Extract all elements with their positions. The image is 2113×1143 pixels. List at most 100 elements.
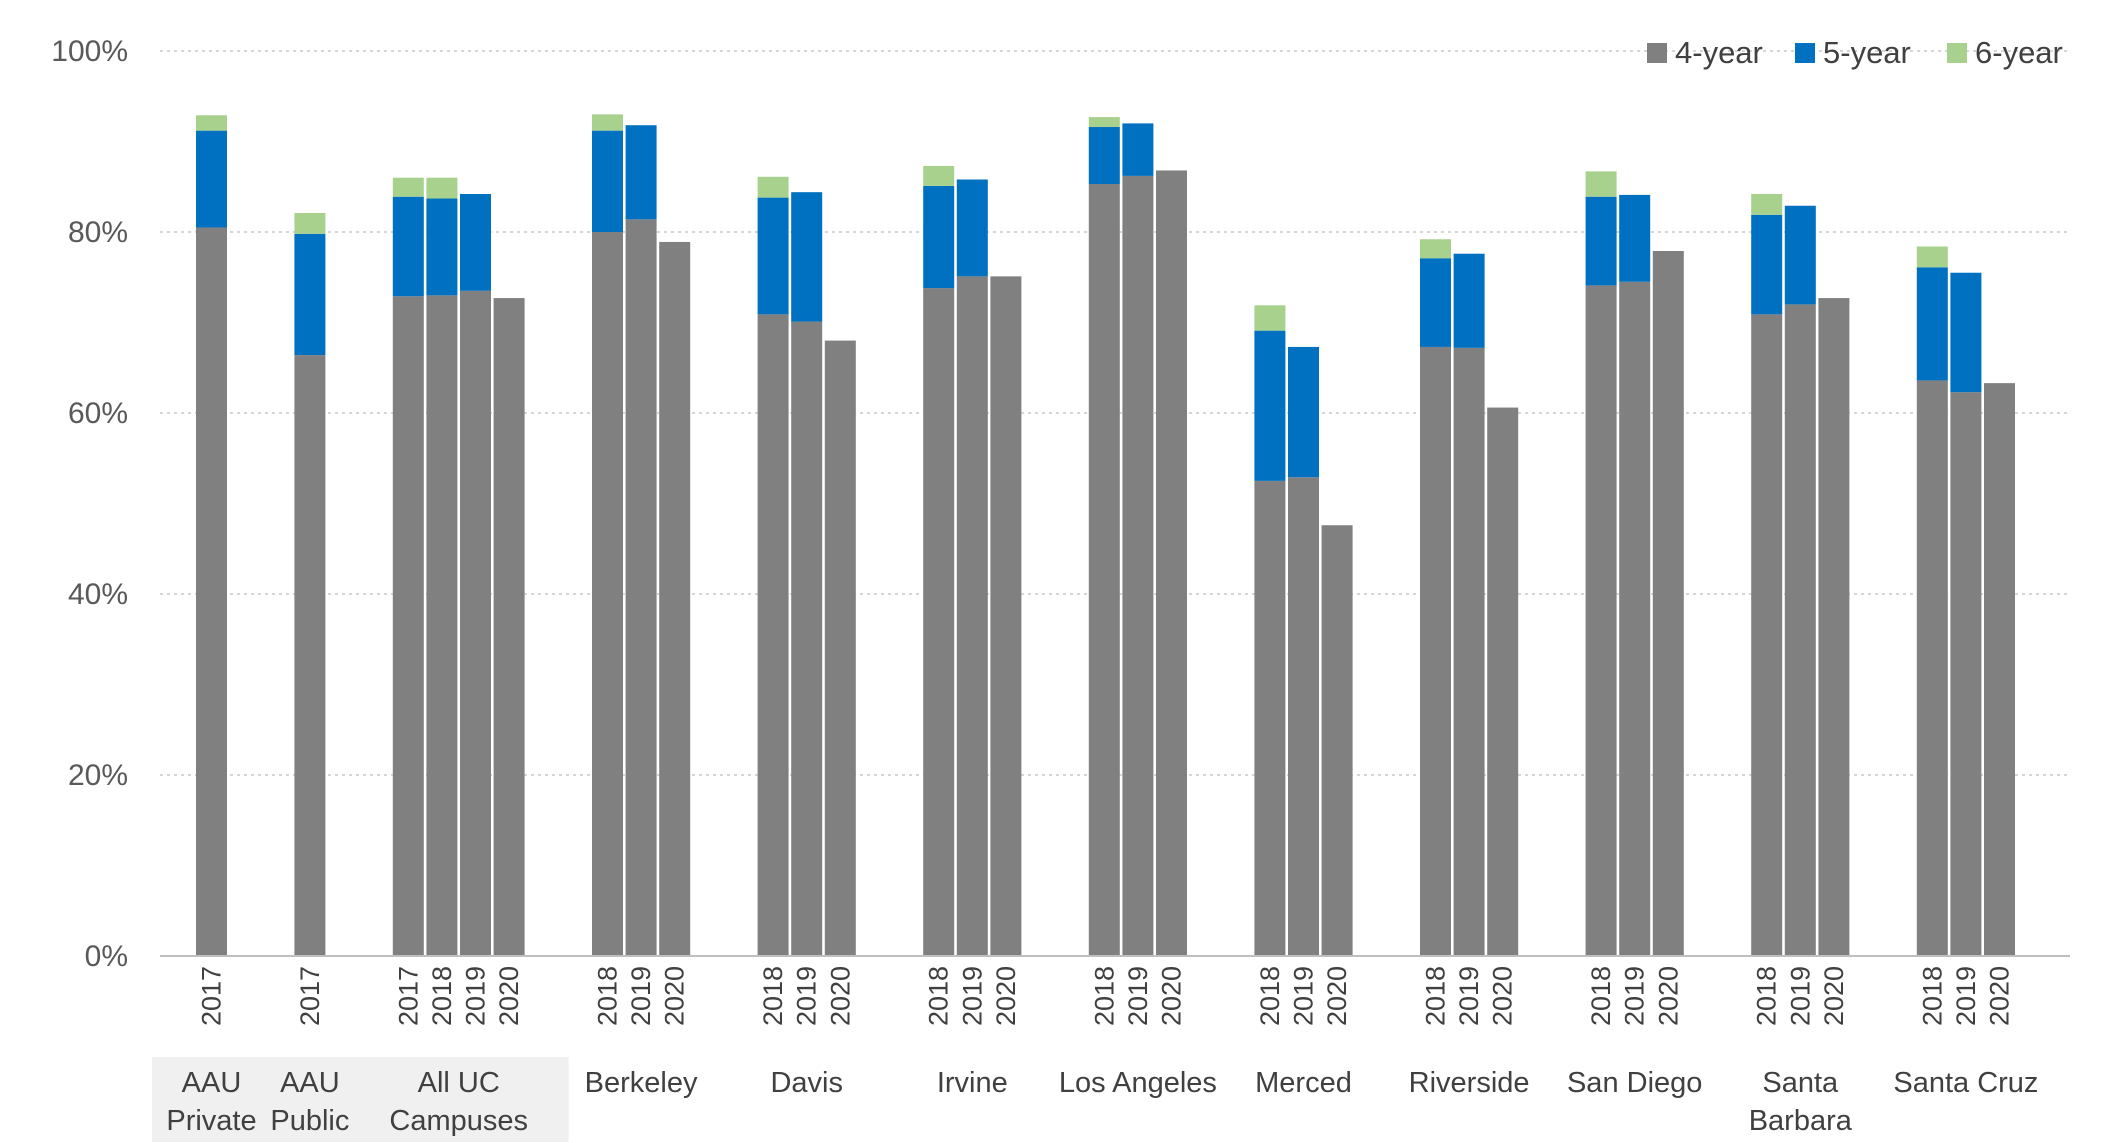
bar-segment bbox=[426, 295, 458, 957]
bar-segment bbox=[1420, 239, 1451, 259]
year-tick-label: 2020 bbox=[825, 966, 855, 1026]
year-tick-label: 2019 bbox=[626, 966, 656, 1026]
bar-segment bbox=[460, 290, 491, 956]
group-label: San Diego bbox=[1567, 1067, 1702, 1099]
year-tick-label: 2020 bbox=[660, 966, 690, 1026]
x-axis-group-labels: AAU Private AAU Public All UC Campuses Berkele… bbox=[166, 1067, 2038, 1137]
year-tick-label: 2019 bbox=[957, 966, 987, 1026]
bar-segment bbox=[1487, 407, 1519, 956]
bar-segment bbox=[659, 241, 691, 956]
bar-segment bbox=[1453, 347, 1485, 957]
year-tick-label: 2019 bbox=[1785, 966, 1815, 1026]
bar-segment bbox=[757, 314, 789, 957]
bar-segment bbox=[196, 130, 227, 228]
year-tick-label: 2019 bbox=[792, 966, 822, 1026]
year-tick-label: 2018 bbox=[1421, 966, 1451, 1026]
bar-segment bbox=[196, 227, 227, 957]
year-tick-label: 2018 bbox=[1752, 966, 1782, 1026]
group-label: Berkeley bbox=[585, 1067, 698, 1099]
bar-segment bbox=[1784, 205, 1816, 305]
bar-segment bbox=[1916, 267, 1948, 381]
bars bbox=[196, 114, 2015, 957]
bar-segment bbox=[990, 276, 1022, 957]
bar-segment bbox=[392, 296, 424, 956]
bar-segment bbox=[791, 321, 823, 957]
year-tick-label: 2019 bbox=[1123, 966, 1153, 1026]
bar-segment bbox=[294, 355, 326, 957]
group-label: Davis bbox=[770, 1067, 843, 1099]
group-label: Merced bbox=[1255, 1067, 1352, 1099]
y-tick-label: 0% bbox=[85, 940, 128, 973]
group-label: Private bbox=[166, 1105, 256, 1137]
group-label: Barbara bbox=[1749, 1105, 1853, 1137]
year-tick-label: 2018 bbox=[427, 966, 457, 1026]
year-tick-label: 2020 bbox=[991, 966, 1021, 1026]
bar-segment bbox=[1950, 392, 1982, 956]
bar-segment bbox=[592, 130, 623, 232]
year-tick-label: 2020 bbox=[1488, 966, 1518, 1026]
bar-segment bbox=[1585, 171, 1617, 197]
legend-label: 5-year bbox=[1823, 35, 1911, 70]
bar-segment bbox=[1652, 251, 1684, 956]
legend-swatch bbox=[1795, 43, 1815, 63]
bar-segment bbox=[1420, 346, 1451, 956]
bar-segment bbox=[294, 233, 326, 356]
bar-segment bbox=[1088, 117, 1120, 128]
group-label: Santa Cruz bbox=[1893, 1067, 2038, 1099]
year-tick-label: 2019 bbox=[461, 966, 491, 1026]
bar-segment bbox=[1619, 194, 1651, 282]
year-tick-label: 2018 bbox=[924, 966, 954, 1026]
y-axis-tick-labels: 0% 20% 40% 60% 80% 100% bbox=[51, 35, 128, 973]
bar-segment bbox=[426, 177, 458, 199]
bar-segment bbox=[1916, 380, 1948, 956]
bar-segment bbox=[426, 198, 458, 296]
bar-segment bbox=[592, 114, 623, 131]
group-label: All UC bbox=[418, 1067, 500, 1099]
bar-segment bbox=[1751, 314, 1783, 957]
bar-segment bbox=[1619, 281, 1651, 956]
bar-segment bbox=[1156, 170, 1187, 956]
group-label: Public bbox=[270, 1105, 349, 1137]
group-label: Riverside bbox=[1409, 1067, 1530, 1099]
year-tick-label: 2019 bbox=[1289, 966, 1319, 1026]
year-tick-label: 2018 bbox=[1089, 966, 1119, 1026]
bar-segment bbox=[1453, 253, 1485, 348]
group-label: Santa bbox=[1762, 1067, 1839, 1099]
bar-segment bbox=[923, 288, 955, 956]
bar-segment bbox=[1818, 298, 1850, 956]
bar-segment bbox=[592, 232, 623, 956]
group-label: Campuses bbox=[389, 1105, 528, 1137]
bar-segment bbox=[1088, 184, 1120, 956]
bar-segment bbox=[460, 193, 491, 291]
group-label: AAU bbox=[280, 1067, 340, 1099]
year-tick-label: 2020 bbox=[494, 966, 524, 1026]
y-tick-label: 20% bbox=[68, 759, 128, 792]
year-tick-label: 2017 bbox=[393, 966, 423, 1026]
year-tick-label: 2018 bbox=[1255, 966, 1285, 1026]
bar-segment bbox=[923, 165, 955, 186]
bar-segment bbox=[1321, 525, 1353, 956]
year-tick-label: 2018 bbox=[758, 966, 788, 1026]
bar-segment bbox=[956, 276, 988, 957]
year-tick-label: 2020 bbox=[1985, 966, 2015, 1026]
bar-segment bbox=[1916, 246, 1948, 268]
year-tick-label: 2017 bbox=[197, 966, 227, 1026]
bar-segment bbox=[1585, 285, 1617, 956]
bar-segment bbox=[1784, 304, 1816, 956]
bar-segment bbox=[757, 176, 789, 198]
group-label: Irvine bbox=[937, 1067, 1008, 1099]
bar-segment bbox=[1088, 127, 1120, 185]
year-tick-label: 2019 bbox=[1951, 966, 1981, 1026]
y-tick-label: 100% bbox=[51, 35, 128, 68]
bar-segment bbox=[923, 185, 955, 289]
bar-segment bbox=[625, 219, 657, 956]
bar-segment bbox=[1254, 330, 1286, 481]
y-tick-label: 40% bbox=[68, 578, 128, 611]
year-tick-label: 2018 bbox=[1917, 966, 1947, 1026]
bar-segment bbox=[824, 340, 856, 957]
legend-label: 6-year bbox=[1975, 35, 2063, 70]
year-tick-label: 2020 bbox=[1819, 966, 1849, 1026]
bar-segment bbox=[1288, 346, 1319, 478]
group-label: Los Angeles bbox=[1059, 1067, 1217, 1099]
